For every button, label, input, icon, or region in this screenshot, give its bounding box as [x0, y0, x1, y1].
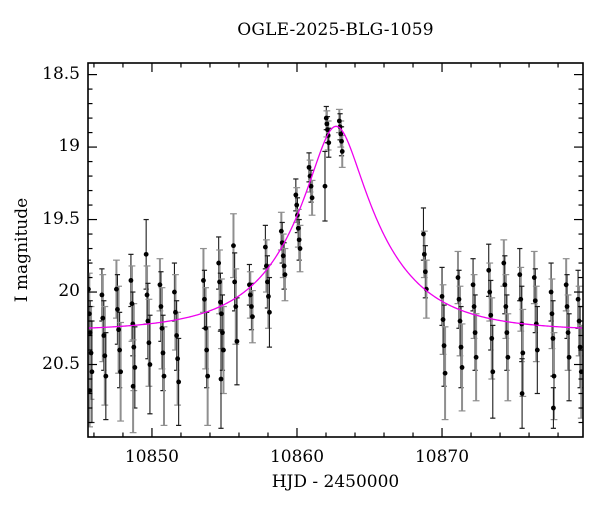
x-tick-label: 10850: [124, 447, 179, 467]
error-bars: [88, 105, 583, 434]
x-axis-label: HJD - 2450000: [271, 472, 400, 492]
y-tick-label: 19: [58, 136, 80, 157]
axis-ticks: [88, 63, 583, 437]
chart-title: OGLE-2025-BLG-1059: [237, 20, 434, 40]
y-tick-label: 20.5: [42, 353, 80, 374]
y-tick-label: 18.5: [42, 63, 80, 84]
model-curve: [88, 125, 583, 329]
y-tick-label: 20: [58, 281, 80, 302]
x-tick-label: 10860: [269, 447, 325, 467]
axis-frame: [87, 62, 584, 438]
y-tick-label: 19.5: [42, 208, 80, 229]
x-tick-label: 10870: [414, 447, 470, 467]
